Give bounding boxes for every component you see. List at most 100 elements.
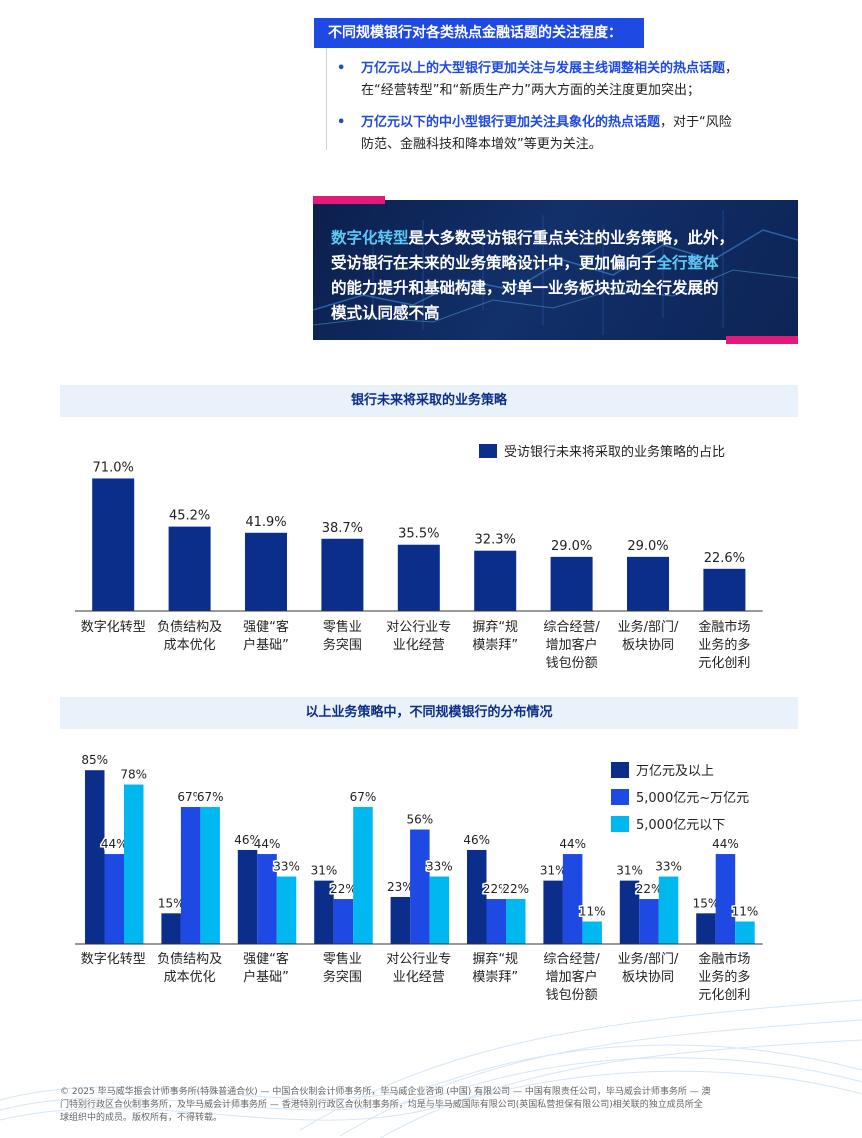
footer-line: © 2025 毕马威华振会计师事务所(特殊普通合伙) — 中国合伙制会计师事务所…	[60, 1087, 711, 1097]
category-label: 成本优化	[164, 970, 216, 985]
category-label: 强健“客	[243, 619, 289, 635]
bar-value-label: 15%	[158, 896, 185, 910]
category-label: 成本优化	[164, 638, 216, 653]
category-label: 增加客户	[546, 637, 598, 653]
bar-value-label: 44%	[559, 837, 586, 851]
banner-accent-top	[313, 196, 385, 204]
category-label: 户基础”	[243, 637, 289, 653]
bar-4-series-1	[314, 880, 334, 944]
bar-6-series-3	[506, 899, 526, 944]
bar-value-label: 33%	[426, 860, 453, 874]
category-label: 业务/部门/	[618, 619, 679, 635]
category-label: 元化创利	[698, 656, 750, 671]
bar-value-label: 41.9%	[245, 515, 286, 530]
bar-value-label: 78%	[120, 768, 147, 782]
banner-background-graphic	[313, 210, 798, 335]
bar-7-series-2	[562, 854, 583, 944]
category-label: 零售业	[323, 951, 362, 967]
bar-2-series-3	[200, 807, 220, 944]
bar-value-label: 46%	[463, 833, 490, 847]
category-label: 负债结构及	[157, 952, 222, 967]
bar-value-label: 31%	[616, 864, 643, 878]
bar-3-series-2	[257, 854, 277, 944]
bar-value-label: 33%	[655, 860, 682, 874]
bar-2	[168, 526, 211, 611]
bar-value-label: 45.2%	[169, 509, 210, 524]
category-label: 模崇拜”	[472, 638, 518, 653]
bar-8	[627, 556, 669, 611]
bar-value-label: 67%	[177, 790, 204, 804]
bar-value-label: 32.3%	[475, 533, 516, 548]
bar-value-label: 35.5%	[398, 527, 439, 542]
banner-line-3: 的能力提升和基础构建，对单一业务板块拉动全行发展的	[331, 279, 719, 297]
category-label: 综合经营/	[543, 952, 600, 967]
bar-9-series-2	[715, 854, 736, 944]
finding-1-rest: ，	[725, 61, 739, 76]
legend-label: 万亿元及以上	[636, 764, 714, 779]
category-label: 强健“客	[243, 951, 289, 967]
bar-value-label: 22%	[502, 882, 529, 896]
banner-highlight-2: 全行整体	[656, 254, 719, 272]
bar-9-series-1	[696, 913, 716, 944]
legend-swatch	[611, 762, 629, 778]
bar-2-series-2	[180, 807, 201, 944]
category-label: 综合经营/	[543, 620, 600, 635]
category-label: 业化经营	[393, 970, 445, 985]
key-insight-banner: 数字化转型是大多数受访银行重点关注的业务策略，此外， 受访银行在未来的业务策略设…	[313, 200, 798, 340]
bar-9	[703, 568, 746, 611]
finding-2-line2: 防范、金融科技和降本增效”等更为关注。	[361, 137, 602, 152]
bar-6-series-2	[486, 899, 506, 944]
bar-1-series-2	[104, 854, 124, 944]
bar-value-label: 22%	[636, 882, 663, 896]
section-title-strategies: 银行未来将采取的业务策略	[60, 385, 798, 417]
category-label: 摒弃“规	[472, 620, 518, 635]
bar-7-series-3	[582, 921, 602, 944]
legend-swatch	[479, 444, 497, 458]
bar-value-label: 44%	[101, 837, 128, 851]
bar-3-series-3	[276, 876, 297, 944]
legend-label: 5,000亿元~万亿元	[636, 791, 749, 806]
category-label: 模崇拜”	[472, 970, 518, 985]
findings-title: 不同规模银行对各类热点金融话题的关注程度：	[314, 18, 644, 48]
banner-line-2: 受访银行在未来的业务策略设计中，更加偏向于	[331, 254, 657, 272]
category-label: 金融市场	[698, 619, 750, 635]
category-label: 零售业	[323, 619, 362, 635]
category-label: 摒弃“规	[472, 952, 518, 967]
distribution-bar-chart: 85%44%78%数字化转型15%67%67%负债结构及成本优化46%44%33…	[75, 752, 763, 1003]
category-label: 业务/部门/	[618, 951, 679, 967]
bar-6	[474, 550, 517, 611]
bar-5	[397, 544, 440, 611]
bar-value-label: 15%	[693, 896, 720, 910]
banner-line-4: 模式认同感不高	[331, 304, 440, 322]
bar-value-label: 23%	[387, 880, 414, 894]
finding-1-line2: 在“经营转型”和“新质生产力”两大方面的关注度更加突出；	[361, 83, 700, 98]
category-label: 对公行业专	[386, 952, 451, 967]
bar-7	[550, 556, 593, 611]
category-label: 板块协同	[622, 970, 674, 985]
finding-2-rest: ，对于“风险	[660, 115, 732, 130]
footer-line: 球组织中的成员。版权所有，不得转载。	[60, 1113, 223, 1123]
category-label: 业化经营	[393, 638, 445, 653]
bar-value-label: 71.0%	[93, 460, 134, 475]
background-wave	[0, 999, 862, 1138]
bar-5-series-3	[429, 876, 450, 944]
category-label: 增加客户	[546, 969, 598, 985]
bar-5-series-1	[390, 896, 411, 944]
bar-value-label: 38.7%	[322, 521, 363, 536]
bar-1-series-1	[85, 770, 105, 944]
finding-2-highlight: 万亿元以下的中小型银行更加关注具象化的热点话题	[361, 115, 661, 130]
bar-5-series-2	[410, 829, 430, 944]
bar-value-label: 11%	[732, 905, 759, 919]
bar-3	[245, 532, 287, 611]
legend-label: 受访银行未来将采取的业务策略的占比	[504, 444, 725, 460]
category-label: 务突围	[323, 637, 362, 653]
bar-value-label: 67%	[197, 790, 224, 804]
bar-value-label: 85%	[81, 753, 108, 767]
bar-value-label: 22.6%	[704, 551, 745, 566]
bar-4-series-2	[333, 899, 354, 944]
findings-list: • 万亿元以上的大型银行更加关注与发展主线调整相关的热点话题， 在“经营转型”和…	[326, 48, 806, 152]
bar-7-series-1	[543, 880, 563, 944]
bar-value-label: 44%	[712, 837, 739, 851]
category-label: 业务的多	[698, 637, 750, 653]
